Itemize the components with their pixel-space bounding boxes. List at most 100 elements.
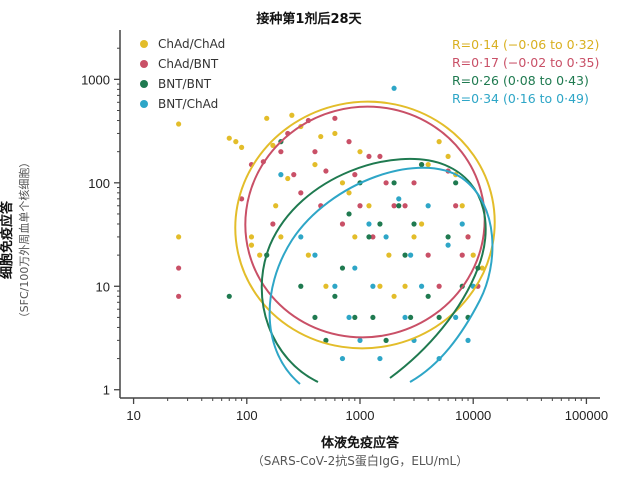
data-point bbox=[408, 252, 414, 258]
data-point bbox=[278, 172, 284, 178]
data-point bbox=[332, 130, 338, 137]
data-point bbox=[176, 265, 182, 271]
legend-marker bbox=[140, 100, 148, 108]
data-point bbox=[332, 283, 338, 289]
data-point bbox=[357, 149, 363, 155]
y-axis-title: 细胞免疫应答 bbox=[0, 200, 15, 280]
data-point bbox=[470, 252, 476, 258]
data-point bbox=[370, 234, 376, 240]
confidence-ellipse bbox=[260, 157, 487, 383]
correlation-stats: R=0·14 (−0·06 to 0·32) R=0·17 (−0·02 to … bbox=[452, 36, 599, 108]
data-point bbox=[445, 242, 451, 248]
y-tick-label: 1000 bbox=[81, 72, 110, 87]
data-point bbox=[312, 161, 318, 168]
x-tick-label: 10 bbox=[126, 408, 140, 423]
legend: ChAd/ChAd ChAd/BNT BNT/BNT BNT/ChAd bbox=[140, 34, 225, 114]
data-point bbox=[465, 337, 471, 343]
data-point bbox=[239, 144, 245, 150]
data-point bbox=[445, 153, 451, 160]
data-point bbox=[402, 314, 408, 321]
y-tick-label: 100 bbox=[88, 176, 110, 191]
data-point bbox=[264, 115, 270, 121]
data-point bbox=[346, 139, 352, 145]
data-point bbox=[176, 234, 182, 240]
data-point bbox=[332, 293, 338, 299]
legend-label: BNT/ChAd bbox=[158, 97, 219, 111]
legend-marker bbox=[140, 40, 148, 48]
legend-label: ChAd/ChAd bbox=[158, 37, 226, 51]
x-tick-label: 100 bbox=[236, 408, 258, 423]
legend-marker bbox=[140, 60, 148, 68]
data-point bbox=[366, 203, 372, 209]
data-point bbox=[339, 355, 346, 362]
x-axis-title: 体液免疫应答 bbox=[320, 436, 399, 451]
data-point bbox=[270, 142, 276, 148]
confidence-ellipse bbox=[234, 100, 496, 350]
data-point bbox=[479, 265, 485, 271]
data-point bbox=[408, 314, 414, 321]
data-point bbox=[391, 203, 397, 209]
data-point bbox=[370, 283, 376, 289]
correlation-text: R=0·34 (0·16 to 0·49) bbox=[452, 91, 589, 106]
data-point bbox=[346, 190, 352, 196]
data-point bbox=[352, 314, 358, 321]
data-point bbox=[377, 355, 383, 362]
data-point bbox=[411, 221, 417, 227]
data-point bbox=[298, 190, 304, 196]
data-point bbox=[377, 221, 383, 227]
data-point bbox=[248, 242, 255, 248]
data-point bbox=[352, 265, 358, 271]
data-point bbox=[459, 203, 465, 209]
data-point bbox=[459, 221, 465, 227]
data-point bbox=[346, 314, 352, 321]
data-point bbox=[233, 139, 239, 145]
y-tick-label: 1 bbox=[103, 383, 110, 398]
data-point bbox=[312, 252, 318, 258]
data-point bbox=[436, 314, 442, 321]
data-point bbox=[370, 314, 376, 321]
x-tick-label: 100000 bbox=[565, 408, 608, 423]
legend-item: ChAd/ChAd bbox=[140, 34, 225, 54]
legend-item: BNT/BNT bbox=[140, 74, 225, 94]
data-point bbox=[278, 234, 284, 240]
data-point bbox=[289, 112, 295, 118]
data-point bbox=[357, 337, 363, 343]
data-point bbox=[459, 252, 465, 258]
data-point bbox=[323, 168, 329, 174]
data-point bbox=[391, 293, 397, 299]
data-point bbox=[402, 203, 408, 209]
confidence-ellipse bbox=[268, 166, 494, 385]
data-point bbox=[226, 293, 232, 299]
legend-label: ChAd/BNT bbox=[158, 57, 219, 71]
data-point bbox=[176, 293, 182, 299]
data-point bbox=[323, 337, 329, 343]
data-point bbox=[386, 252, 392, 258]
data-point bbox=[346, 211, 352, 217]
data-point bbox=[425, 293, 431, 299]
data-point bbox=[366, 234, 372, 240]
data-point bbox=[176, 121, 182, 127]
data-point bbox=[339, 221, 346, 227]
data-point bbox=[402, 283, 408, 289]
data-point bbox=[436, 139, 442, 145]
data-point bbox=[402, 252, 408, 258]
data-point bbox=[270, 221, 276, 227]
data-point bbox=[226, 135, 232, 141]
data-point bbox=[425, 203, 431, 209]
data-point bbox=[396, 196, 402, 202]
data-point bbox=[305, 252, 311, 258]
data-point bbox=[377, 283, 383, 289]
legend-marker bbox=[140, 80, 148, 88]
legend-item: BNT/ChAd bbox=[140, 94, 225, 114]
confidence-ellipse bbox=[244, 105, 486, 339]
data-point bbox=[278, 149, 284, 155]
y-tick-label: 10 bbox=[96, 279, 110, 294]
data-point bbox=[383, 337, 389, 343]
x-tick-label: 10000 bbox=[455, 408, 491, 423]
legend-item: ChAd/BNT bbox=[140, 54, 225, 74]
data-point bbox=[339, 265, 346, 271]
data-point bbox=[323, 283, 329, 289]
data-point bbox=[285, 175, 291, 182]
data-point bbox=[318, 133, 324, 140]
data-point bbox=[357, 203, 363, 209]
